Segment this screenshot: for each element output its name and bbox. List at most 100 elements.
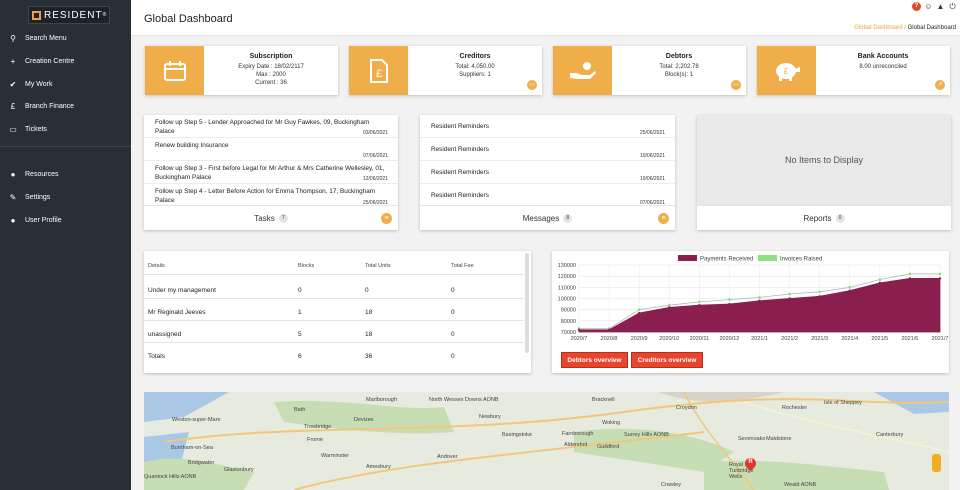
list-item[interactable]: Follow up Step 4 - Letter Before Action … (144, 184, 398, 207)
data-point-invoices-raised (758, 295, 761, 299)
table-cell: 18 (365, 309, 373, 316)
data-point-invoices-raised (697, 300, 701, 304)
map-base (144, 392, 949, 490)
messages-label[interactable]: Messages (522, 213, 560, 223)
table-scrollbar[interactable] (525, 253, 529, 353)
data-point-payments-received (607, 328, 611, 331)
map-label: Amesbury (366, 464, 391, 470)
page-title: Global Dashboard (144, 13, 233, 25)
task-date: 07/06/2021 (362, 153, 388, 159)
data-point-invoices-raised (667, 303, 671, 307)
sidebar-item-label: Resources (25, 170, 59, 178)
sidebar-item-tickets[interactable]: ▭ Tickets (0, 119, 131, 139)
map-label: Bracknell (592, 397, 615, 403)
reports-count-badge: 0 (835, 213, 845, 223)
smiley-icon[interactable]: ☺ (924, 2, 933, 11)
map-label: Isle of Sheppey (824, 400, 862, 406)
map-label: Crawley (661, 482, 681, 488)
sidebar-item-label: Creation Centre (25, 57, 75, 65)
street-view-pegman-icon[interactable] (932, 454, 941, 472)
table-cell: unassigned (148, 331, 182, 338)
map-label: Royal Tunbridge Wells (729, 462, 754, 480)
x-tick-label: 2021/4 (841, 336, 858, 342)
sidebar-item-label: Tickets (25, 125, 47, 133)
list-item[interactable]: Resident Reminders 10/06/2021 (420, 161, 675, 184)
svg-text:£: £ (783, 67, 788, 76)
sidebar-item-settings[interactable]: ✎ Settings (0, 187, 131, 207)
legend-label: Payments Received (700, 257, 753, 263)
data-point-payments-received (938, 277, 942, 280)
task-text: Follow up Step 3 - First before Legal fo… (155, 165, 385, 181)
table-row[interactable]: Under my management 0 0 0 (144, 277, 524, 299)
sidebar-item-creation-centre[interactable]: + Creation Centre (0, 51, 131, 71)
sidebar-item-search-menu[interactable]: ⚲ Search Menu (0, 28, 131, 48)
breadcrumb-current: Global Dashboard (907, 25, 956, 31)
list-item[interactable]: Follow up Step 3 - First before Legal fo… (144, 161, 398, 184)
table-cell: 0 (451, 287, 455, 294)
table-row[interactable]: Mr Reginald Jeeves 1 18 0 (144, 299, 524, 321)
reports-label[interactable]: Reports (803, 213, 832, 223)
map-label: Canterbury (876, 432, 904, 438)
x-tick-label: 2021/2 (781, 336, 798, 342)
table-row[interactable]: unassigned 5 18 0 (144, 321, 524, 343)
map-label: Andover (437, 454, 458, 460)
logo-text: RESIDENT (44, 9, 103, 21)
power-icon[interactable]: ⏻ (949, 2, 956, 11)
data-point-payments-received (577, 328, 581, 331)
data-point-payments-received (818, 295, 821, 298)
check-icon: ✔ (9, 79, 17, 89)
breadcrumb-link[interactable]: Global Dashboard (854, 25, 903, 31)
debtors-overview-button[interactable]: Debtors overview (561, 352, 628, 368)
y-tick-label: 110000 (558, 285, 576, 291)
sidebar-item-my-work[interactable]: ✔ My Work (0, 74, 131, 94)
tasks-list-button[interactable]: ≡ (381, 213, 392, 224)
sidebar-item-resources[interactable]: ● Resources (0, 164, 131, 184)
x-tick-label: 2020/10 (659, 336, 679, 342)
creditors-overview-button[interactable]: Creditors overview (631, 352, 703, 368)
pound-icon: £ (10, 101, 16, 111)
resident-logo[interactable]: RESIDENT ® (28, 6, 110, 24)
tasks-panel: Follow up Step 5 - Lender Approached for… (144, 115, 398, 230)
table-cell: 36 (365, 353, 373, 360)
block-locations-map[interactable]: Bath Weston-super-Mare Trowbridge Devize… (144, 392, 949, 490)
sidebar-item-branch-finance[interactable]: £ Branch Finance (0, 96, 131, 116)
x-tick-label: 2020/9 (631, 336, 648, 342)
table-cell: 5 (298, 331, 302, 338)
message-date: 25/06/2021 (639, 130, 665, 136)
message-text: Resident Reminders (431, 146, 489, 153)
list-item[interactable]: Follow up Step 5 - Lender Approached for… (144, 115, 398, 138)
list-item[interactable]: Renew building Insurance 07/06/2021 (144, 138, 398, 161)
breadcrumb-separator: / (904, 25, 906, 31)
x-tick-label: 2021/3 (811, 336, 828, 342)
subscription-card: Subscription Expiry Date : 18/02/2117 Ma… (145, 46, 338, 95)
map-label: Trowbridge (304, 424, 332, 430)
lightbulb-icon: ● (10, 169, 16, 179)
table-cell: 0 (451, 309, 455, 316)
list-item[interactable]: Resident Reminders 10/06/2021 (420, 138, 675, 161)
sidebar-item-user-profile[interactable]: ● User Profile (0, 210, 131, 230)
sidebar-item-label: Branch Finance (25, 102, 75, 110)
table-row[interactable]: Totals 6 36 0 (144, 343, 524, 365)
card-line: Total: 4,050.00 (455, 64, 495, 70)
tasks-label[interactable]: Tasks (254, 213, 275, 223)
debtors-open-button[interactable]: ▭ (731, 80, 741, 90)
list-item[interactable]: Resident Reminders 25/06/2021 (420, 115, 675, 138)
creditors-open-button[interactable]: ▭ (527, 80, 537, 90)
map-label: North Wessex Downs AONB (429, 397, 499, 403)
sidebar-item-label: Search Menu (25, 34, 67, 42)
card-title: Bank Accounts (857, 53, 909, 60)
card-line: Total: 2,202.78 (659, 64, 699, 70)
bank-accounts-open-button[interactable]: ↗ (935, 80, 945, 90)
table-cell: Totals (148, 353, 165, 360)
help-icon[interactable]: ? (912, 2, 921, 11)
messages-list-button[interactable]: ≡ (658, 213, 669, 224)
x-tick-label: 2020/8 (601, 336, 618, 342)
graduation-cap-icon[interactable]: ▲ (936, 2, 945, 11)
map-label: Maidstone (766, 436, 792, 442)
finance-chart-panel: 70000 80000 90000 100000 110000 120000 130000 2… (552, 251, 949, 373)
list-item[interactable]: Resident Reminders 07/06/2021 (420, 184, 675, 207)
sidebar-item-label: My Work (25, 80, 53, 88)
legend-label: Invoices Raised (780, 257, 822, 263)
data-point-payments-received (698, 304, 701, 307)
top-icons: ? ☺ ▲ ⏻ (912, 2, 957, 11)
